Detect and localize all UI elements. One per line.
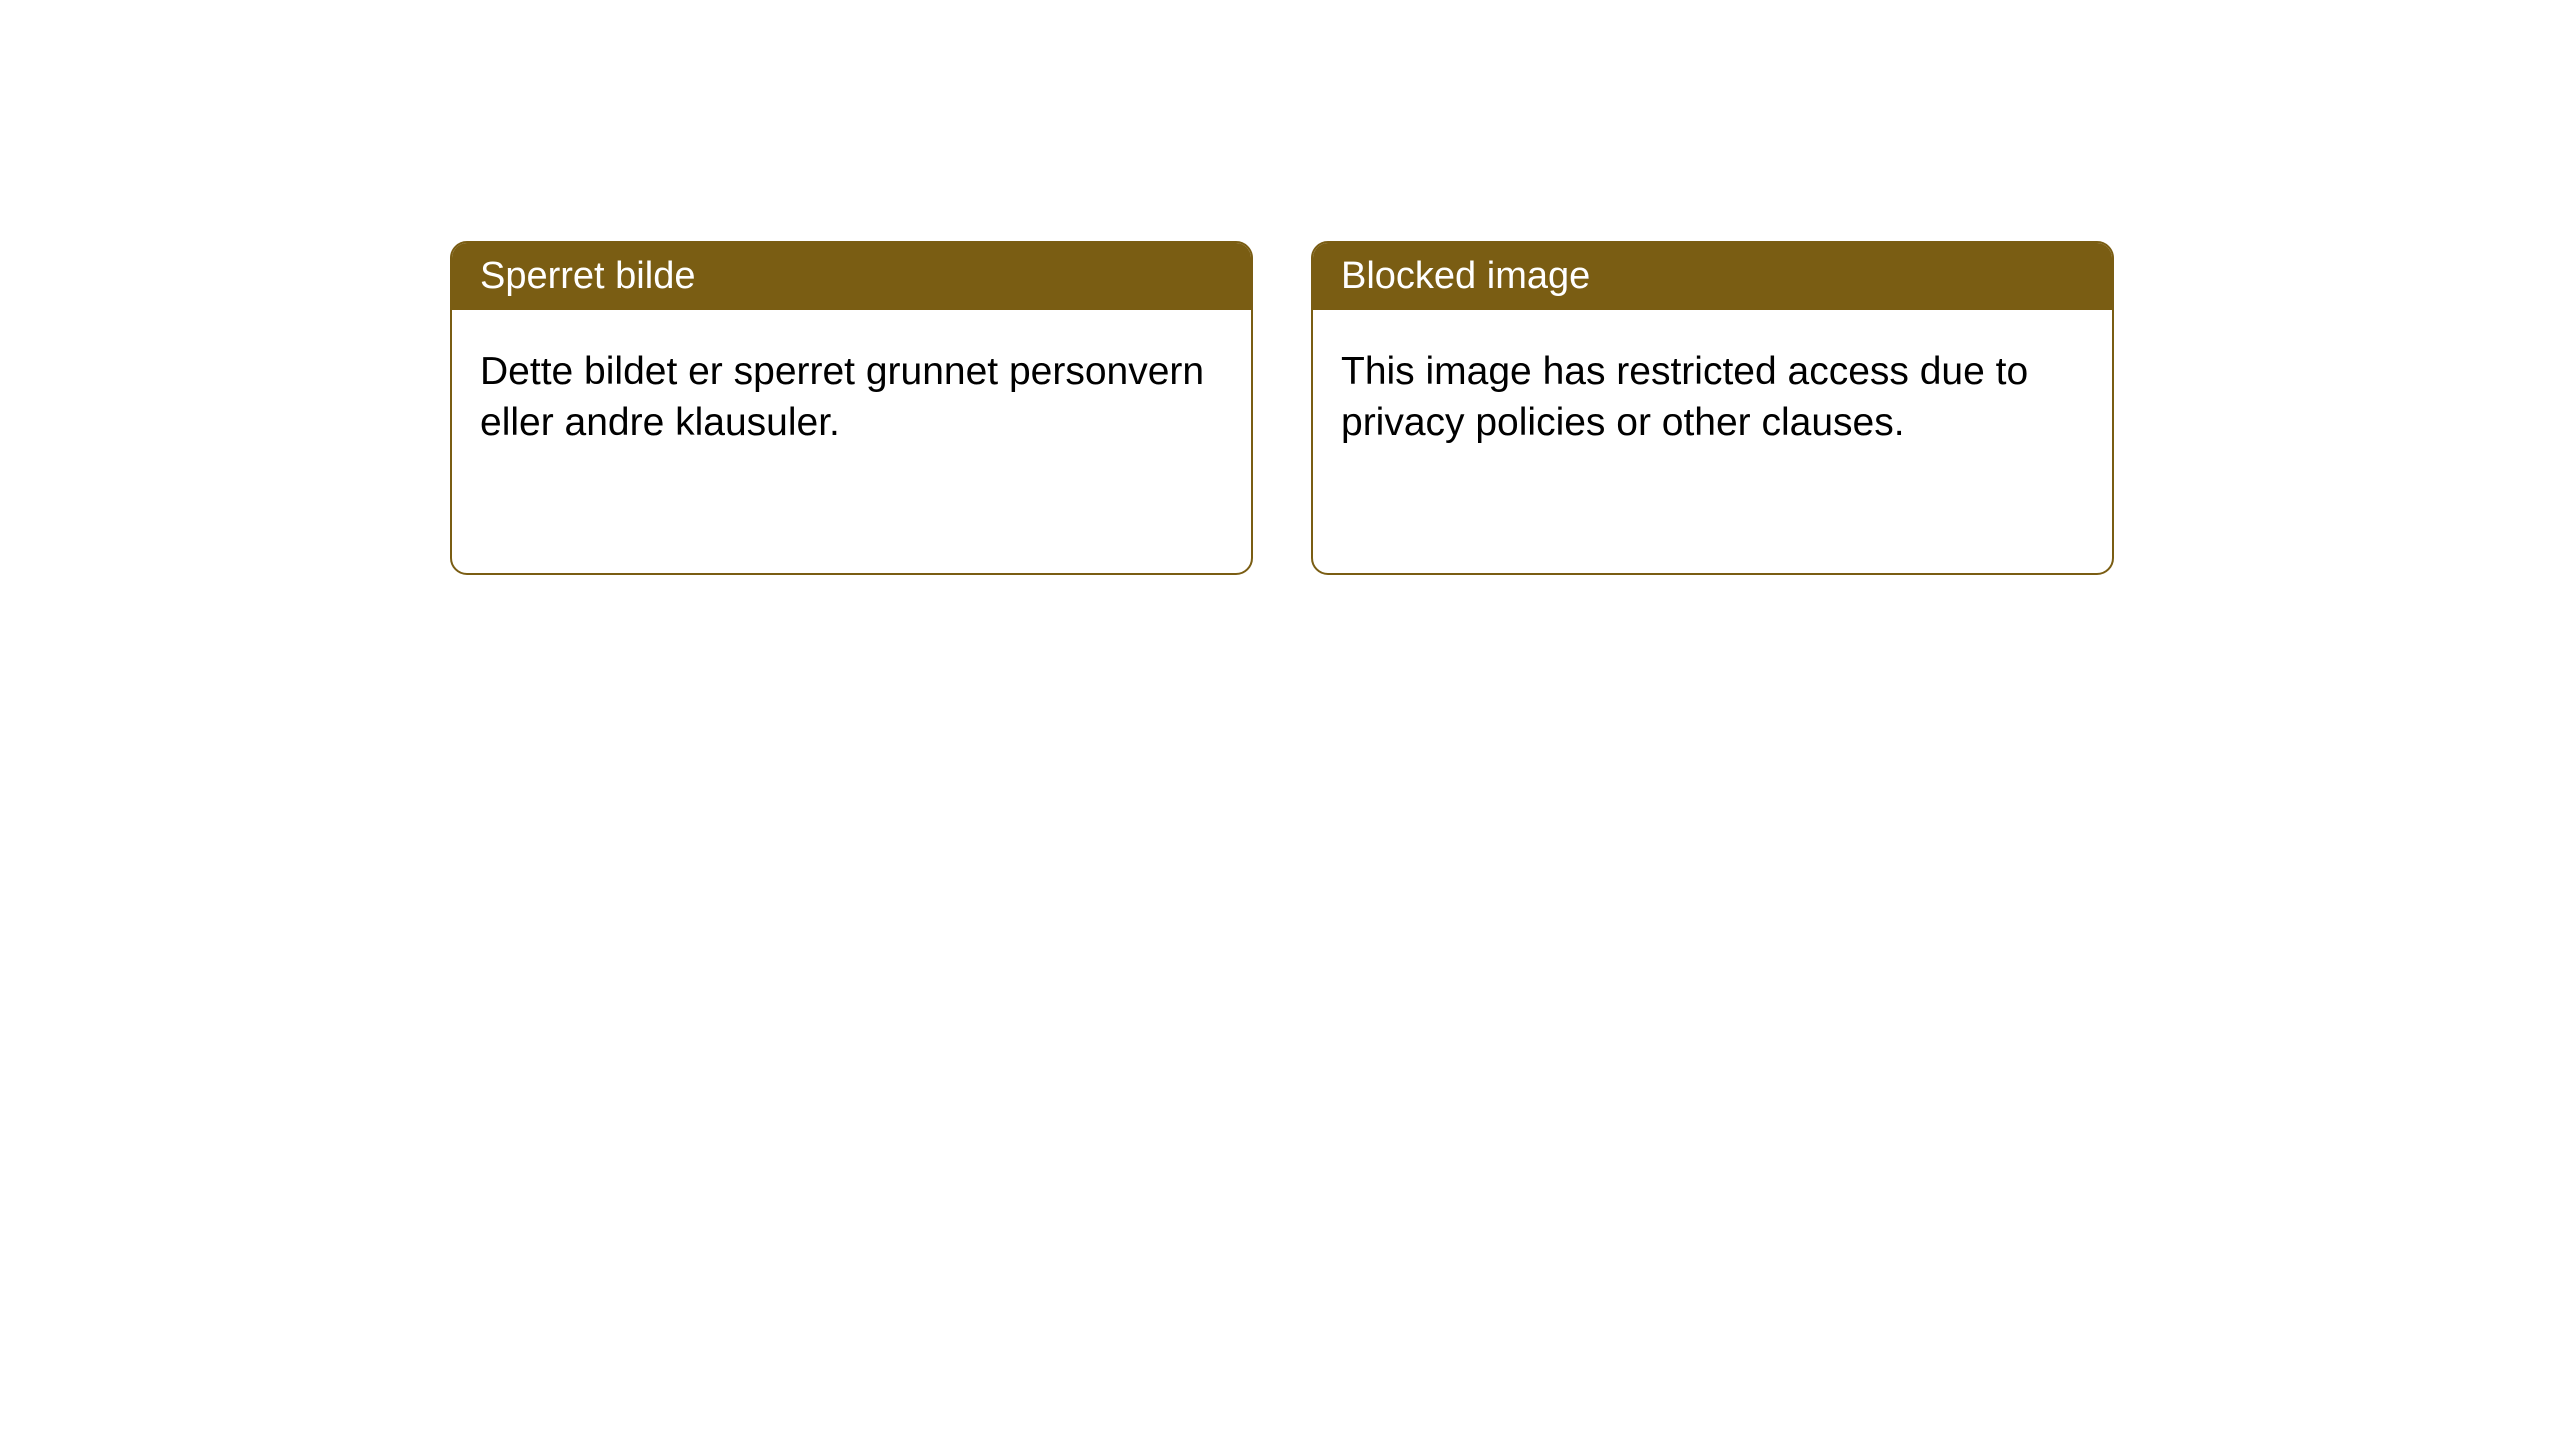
card-header: Blocked image	[1313, 243, 2112, 310]
card-body: Dette bildet er sperret grunnet personve…	[452, 310, 1251, 485]
card-message: This image has restricted access due to …	[1341, 350, 2028, 444]
card-message: Dette bildet er sperret grunnet personve…	[480, 350, 1204, 444]
card-title: Sperret bilde	[480, 255, 695, 297]
card-header: Sperret bilde	[452, 243, 1251, 310]
notice-container: Sperret bilde Dette bildet er sperret gr…	[450, 241, 2114, 575]
notice-card-english: Blocked image This image has restricted …	[1311, 241, 2114, 575]
notice-card-norwegian: Sperret bilde Dette bildet er sperret gr…	[450, 241, 1253, 575]
card-title: Blocked image	[1341, 255, 1590, 297]
card-body: This image has restricted access due to …	[1313, 310, 2112, 485]
